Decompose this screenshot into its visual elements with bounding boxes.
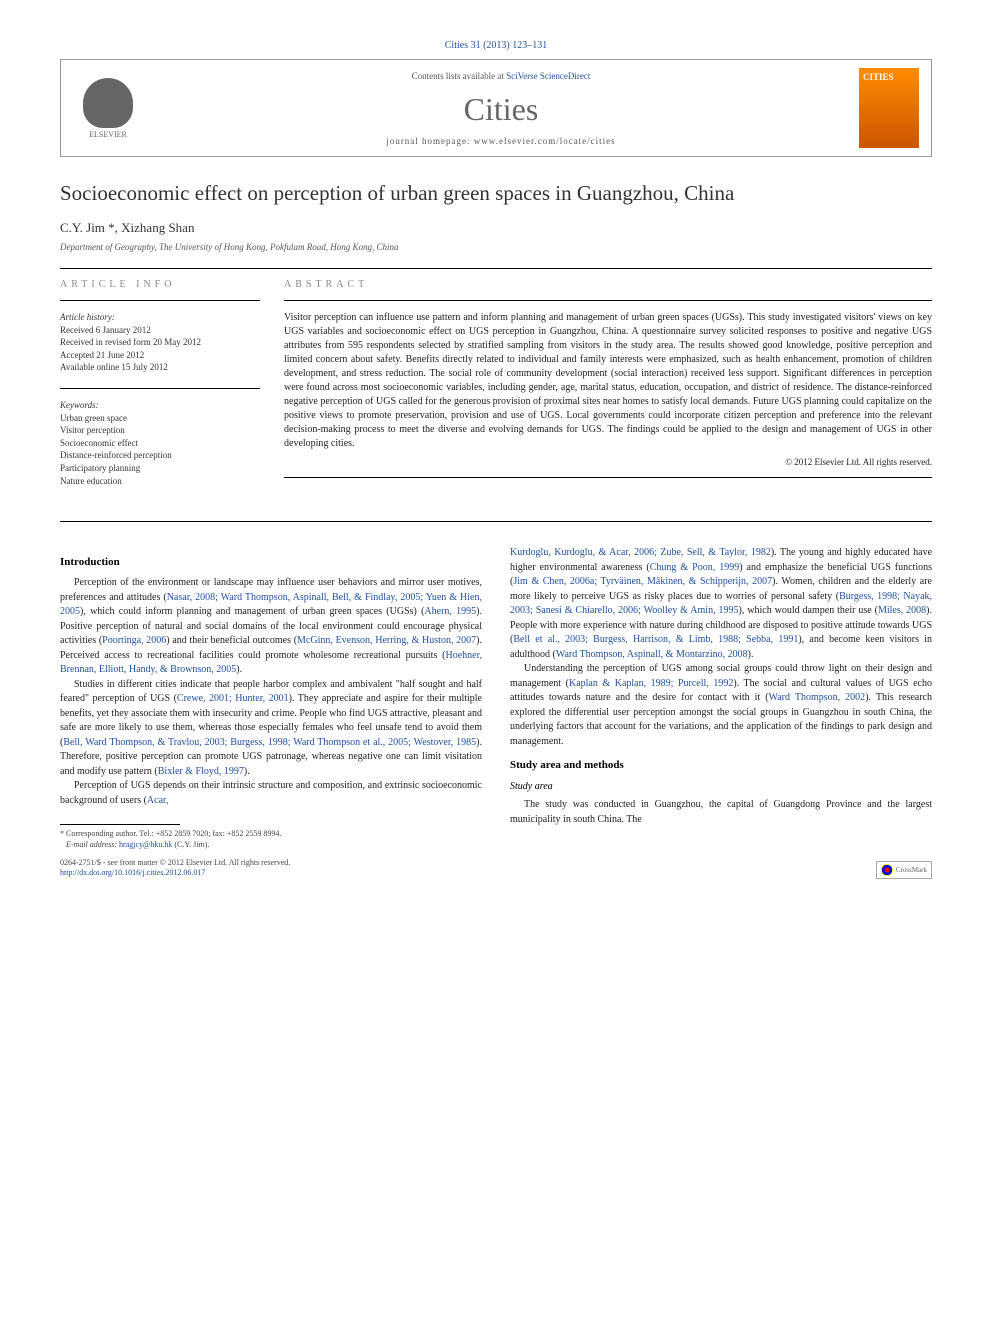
keywords-head: Keywords:	[60, 400, 99, 410]
homepage-url[interactable]: www.elsevier.com/locate/cities	[474, 136, 616, 146]
footer-left: 0264-2751/$ - see front matter © 2012 El…	[60, 858, 290, 879]
journal-header-box: ELSEVIER Contents lists available at Sci…	[60, 59, 932, 157]
page-container: Cities 31 (2013) 123–131 ELSEVIER Conten…	[0, 0, 992, 919]
corresponding-author: * Corresponding author. Tel.: +852 2859 …	[60, 829, 482, 839]
citation-link[interactable]: Bell et al., 2003; Burgess, Harrison, & …	[513, 634, 798, 645]
info-div1	[60, 300, 260, 301]
text: ) and their beneficial outcomes (	[166, 635, 297, 646]
citation-link[interactable]: Miles, 2008	[878, 605, 926, 616]
elsevier-logo: ELSEVIER	[73, 73, 143, 143]
journal-name: Cities	[155, 91, 847, 128]
citation-link[interactable]: Chung & Poon, 1999	[650, 562, 740, 573]
history-line: Available online 15 July 2012	[60, 362, 168, 372]
citation-link[interactable]: Kaplan & Kaplan, 1989; Purcell, 1992	[569, 678, 733, 689]
body-para: Kurdoglu, Kurdoglu, & Acar, 2006; Zube, …	[510, 546, 932, 662]
methods-heading: Study area and methods	[510, 759, 932, 771]
footnote-separator	[60, 824, 180, 825]
text: ), which could inform planning and manag…	[80, 606, 424, 617]
body-para: Perception of the environment or landsca…	[60, 576, 482, 678]
text: Perception of UGS depends on their intri…	[60, 780, 482, 806]
citation-link[interactable]: Crewe, 2001; Hunter, 2001	[177, 693, 289, 704]
header-center: Contents lists available at SciVerse Sci…	[155, 71, 847, 146]
divider-mid	[60, 521, 932, 522]
abstract-text: Visitor perception can influence use pat…	[284, 311, 932, 451]
keyword: Urban green space	[60, 413, 127, 423]
affiliation: Department of Geography, The University …	[60, 242, 932, 252]
keyword: Visitor perception	[60, 425, 125, 435]
email-who: (C.Y. Jim).	[174, 840, 209, 849]
article-info-col: ARTICLE INFO Article history: Received 6…	[60, 279, 260, 501]
citation-link[interactable]: Jim & Chen, 2006a; Tyrväinen, Mäkinen, &…	[513, 576, 772, 587]
elsevier-label: ELSEVIER	[89, 130, 127, 139]
article-title: Socioeconomic effect on perception of ur…	[60, 181, 932, 206]
citation-link[interactable]: Ahern, 1995	[424, 606, 476, 617]
citation-link[interactable]: McGinn, Evenson, Herring, & Huston, 2007	[297, 635, 476, 646]
text: ).	[236, 664, 242, 675]
abstract-label: ABSTRACT	[284, 279, 932, 290]
text: ).	[748, 649, 754, 660]
info-div2	[60, 388, 260, 389]
homepage-prefix: journal homepage:	[386, 136, 473, 146]
email-link[interactable]: hragjcy@hku.hk	[119, 840, 172, 849]
keyword: Socioeconomic effect	[60, 438, 138, 448]
contents-line: Contents lists available at SciVerse Sci…	[155, 71, 847, 81]
keyword: Nature education	[60, 476, 122, 486]
history-line: Accepted 21 June 2012	[60, 350, 144, 360]
abs-div1	[284, 300, 932, 301]
elsevier-tree-icon	[83, 78, 133, 128]
crossmark-badge[interactable]: CrossMark	[876, 861, 932, 879]
keywords-block: Keywords: Urban green space Visitor perc…	[60, 399, 260, 487]
right-column: Kurdoglu, Kurdoglu, & Acar, 2006; Zube, …	[510, 546, 932, 850]
doi-link[interactable]: http://dx.doi.org/10.1016/j.cities.2012.…	[60, 868, 205, 877]
email-footnote: E-mail address: hragjcy@hku.hk (C.Y. Jim…	[60, 840, 482, 850]
contents-prefix: Contents lists available at	[412, 71, 506, 81]
article-info-label: ARTICLE INFO	[60, 279, 260, 290]
issn-line: 0264-2751/$ - see front matter © 2012 El…	[60, 858, 290, 867]
sciencedirect-link[interactable]: SciVerse ScienceDirect	[506, 71, 590, 81]
citation-link[interactable]: Acar,	[147, 795, 169, 806]
abstract-copyright: © 2012 Elsevier Ltd. All rights reserved…	[284, 457, 932, 467]
study-area-subhead: Study area	[510, 781, 932, 792]
text: ).	[244, 766, 250, 777]
crossmark-icon	[881, 864, 893, 876]
citation-link[interactable]: Ward Thompson, Aspinall, & Montarzino, 2…	[556, 649, 748, 660]
abs-div2	[284, 477, 932, 478]
intro-heading: Introduction	[60, 556, 482, 568]
email-label: E-mail address:	[66, 840, 117, 849]
article-history: Article history: Received 6 January 2012…	[60, 311, 260, 374]
citation-link[interactable]: Poortinga, 2006	[102, 635, 166, 646]
text: ), which would dampen their use (	[739, 605, 878, 616]
citation-link[interactable]: Bixler & Floyd, 1997	[158, 766, 244, 777]
body-columns: Introduction Perception of the environme…	[60, 546, 932, 850]
footer-row: 0264-2751/$ - see front matter © 2012 El…	[60, 858, 932, 879]
abstract-col: ABSTRACT Visitor perception can influenc…	[284, 279, 932, 501]
citation-link[interactable]: Bell, Ward Thompson, & Travlou, 2003; Bu…	[63, 737, 476, 748]
history-line: Received in revised form 20 May 2012	[60, 337, 201, 347]
citation-link[interactable]: Kurdoglu, Kurdoglu, & Acar, 2006; Zube, …	[510, 547, 771, 558]
history-line: Received 6 January 2012	[60, 325, 151, 335]
body-para: Understanding the perception of UGS amon…	[510, 662, 932, 749]
divider-top	[60, 268, 932, 269]
keyword: Participatory planning	[60, 463, 140, 473]
left-column: Introduction Perception of the environme…	[60, 546, 482, 850]
crossmark-label: CrossMark	[896, 866, 927, 874]
journal-ref: Cities 31 (2013) 123–131	[60, 40, 932, 51]
authors: C.Y. Jim *, Xizhang Shan	[60, 220, 932, 236]
homepage-line: journal homepage: www.elsevier.com/locat…	[155, 136, 847, 146]
journal-cover-thumb: CITIES	[859, 68, 919, 148]
history-head: Article history:	[60, 312, 115, 322]
cover-title: CITIES	[863, 72, 915, 82]
citation-link[interactable]: Ward Thompson, 2002	[769, 692, 866, 703]
keyword: Distance-reinforced perception	[60, 450, 172, 460]
info-abstract-row: ARTICLE INFO Article history: Received 6…	[60, 279, 932, 501]
body-para: The study was conducted in Guangzhou, th…	[510, 798, 932, 827]
body-para: Studies in different cities indicate tha…	[60, 678, 482, 780]
body-para: Perception of UGS depends on their intri…	[60, 779, 482, 808]
